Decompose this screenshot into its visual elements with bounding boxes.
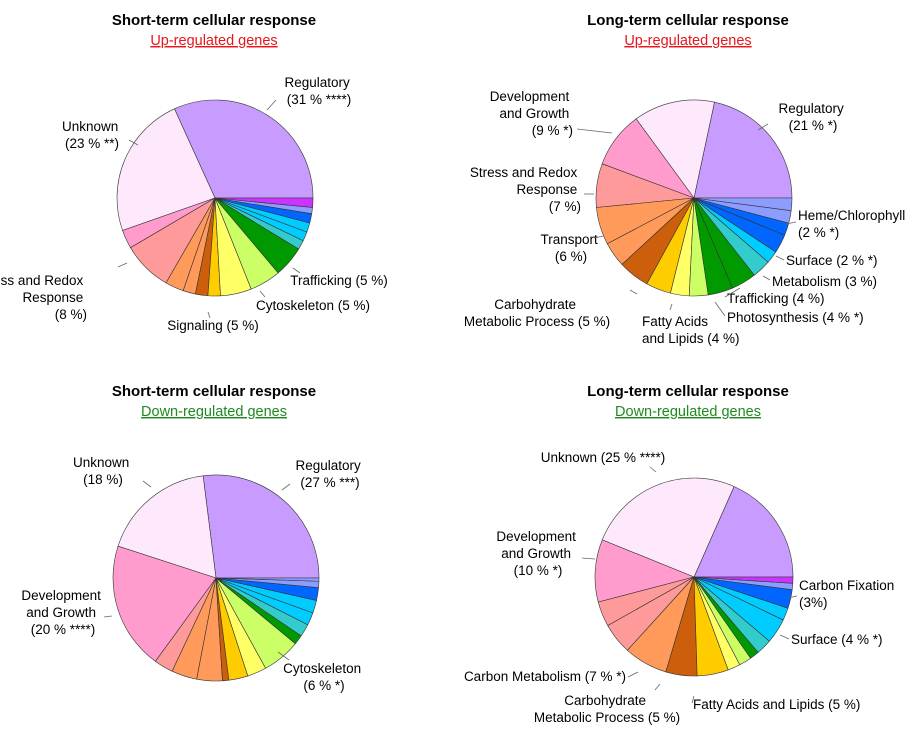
leader-line [581, 557, 596, 560]
leader-line [724, 287, 741, 298]
pie-slice-regulatory [202, 474, 320, 579]
leader-line [259, 290, 266, 298]
pie-panel-long-term-down: Long-term cellular response Down-regulat… [464, 383, 898, 725]
slice-label-surface: Surface (2 % *) [786, 253, 878, 268]
slice-label-carbohydrate: Carbohydrate Metabolic Process (5 %) [534, 693, 680, 725]
leader-line [762, 275, 771, 281]
panel-subtitle: Up-regulated genes [150, 33, 277, 49]
leader-line [266, 99, 277, 111]
slice-label-metabolism: Metabolism (3 %) [772, 274, 877, 289]
slice-label-fatty-acids-lipids: Fatty Acids and Lipids (4 %) [642, 314, 740, 346]
panel-title: Long-term cellular response [587, 383, 789, 400]
leader-line [775, 255, 785, 261]
leader-line [787, 595, 798, 599]
pie-slices [112, 474, 320, 682]
slice-label-carbohydrate: Carbohydrate Metabolic Process (5 %) [464, 297, 610, 329]
pie-slice [693, 486, 794, 578]
panel-subtitle: Up-regulated genes [624, 33, 751, 49]
leader-lines [103, 480, 291, 661]
slice-label-regulatory: Regulatory (27 % ***) [295, 458, 364, 490]
pie-labels: Regulatory (31 % ****) Unknown (23 % **)… [0, 75, 388, 333]
pie-slice-regulatory [174, 99, 314, 199]
leader-line [292, 267, 301, 274]
leader-line [277, 651, 290, 661]
leader-line [281, 483, 291, 491]
leader-line [669, 303, 673, 311]
leader-line [714, 301, 726, 317]
pie-slices [595, 99, 793, 297]
slice-label-photosynthesis: Photosynthesis (4 % *) [727, 310, 864, 325]
pie-slices [116, 99, 314, 297]
slice-label-cytoskeleton: Cytoskeleton (6 % *) [283, 661, 365, 693]
leader-lines [117, 99, 301, 319]
slice-label-surface: Surface (4 % *) [791, 632, 883, 647]
pie-slice [215, 577, 320, 582]
slice-label-trafficking: Trafficking (4 %) [727, 291, 825, 306]
slice-label-trafficking: Trafficking (5 %) [290, 273, 388, 288]
pie-slice-regulatory [693, 101, 793, 199]
leader-line [207, 311, 211, 319]
panel-title: Short-term cellular response [112, 383, 316, 400]
pie-panel-short-term-up: Short-term cellular response Up-regulate… [0, 12, 388, 333]
pie-slice-unknown [117, 475, 217, 579]
pie-labels: Unknown (25 % ****) Development and Grow… [464, 450, 898, 725]
slice-label-stress-redox: Stress and Redox Response (7 %) [470, 165, 581, 214]
leader-line [142, 480, 152, 488]
slice-label-fatty-acids-lipids: Fatty Acids and Lipids (5 %) [693, 697, 860, 712]
panel-subtitle: Down-regulated genes [141, 404, 287, 420]
leader-line [103, 615, 113, 618]
pie-slice-unknown-25 [601, 477, 735, 578]
pie-slice [693, 576, 794, 584]
leader-line [593, 235, 605, 239]
leader-line [128, 139, 139, 146]
slice-label-regulatory: Regulatory (31 % ****) [284, 75, 353, 107]
slice-label-development-growth: Development and Growth (20 % ****) [21, 588, 104, 637]
leader-line [629, 289, 638, 295]
panel-subtitle: Down-regulated genes [615, 404, 761, 420]
panel-title: Short-term cellular response [112, 12, 316, 29]
slice-label-signaling: Signaling (5 %) [167, 318, 259, 333]
leader-line [779, 634, 790, 640]
leader-line [654, 683, 661, 691]
pie-slices [594, 477, 794, 677]
leader-line [785, 221, 797, 225]
leader-line [691, 695, 695, 704]
slice-label-regulatory: Regulatory (21 % *) [778, 101, 847, 133]
leader-lines [576, 123, 797, 317]
leader-line [627, 671, 639, 678]
slice-label-transport: Transport (6 %) [540, 232, 601, 264]
pie-slice [693, 197, 793, 211]
leader-line [757, 123, 769, 131]
slice-label-development-growth: Development and Growth (10 % *) [496, 529, 579, 578]
pie-slice-unknown [116, 108, 216, 231]
slice-label-carbon-metabolism: Carbon Metabolism (7 % *) [464, 669, 626, 684]
pie-slice [214, 197, 314, 208]
slice-label-unknown: Unknown (25 % ****) [541, 450, 666, 465]
pie-slice-development [112, 545, 217, 662]
leader-line [576, 128, 613, 134]
leader-line [649, 466, 657, 473]
pie-panel-short-term-down: Short-term cellular response Down-regula… [21, 383, 365, 693]
leader-line [117, 262, 128, 268]
slice-label-cytoskeleton: Cytoskeleton (5 %) [256, 298, 370, 313]
pie-panel-long-term-up: Long-term cellular response Up-regulated… [464, 12, 909, 346]
leader-lines [581, 466, 798, 704]
panel-title: Long-term cellular response [587, 12, 789, 29]
slice-label-carbon-fixation: Carbon Fixation (3%) [799, 578, 898, 610]
pie-labels: Regulatory (21 % *) Development and Grow… [464, 89, 909, 346]
slice-label-development-growth: Development and Growth (9 % *) [490, 89, 573, 138]
slice-label-unknown: Unknown (18 %) [73, 455, 133, 487]
pie-labels: Regulatory (27 % ***) Unknown (18 %) Dev… [21, 455, 365, 693]
slice-label-stress-redox: Stress and Redox Response (8 %) [0, 273, 87, 322]
pie-slice [635, 99, 715, 199]
slice-label-heme-chlorophyll: Heme/Chlorophyll (2 % *) [798, 208, 909, 240]
slice-label-unknown: Unknown (23 % **) [62, 119, 122, 151]
